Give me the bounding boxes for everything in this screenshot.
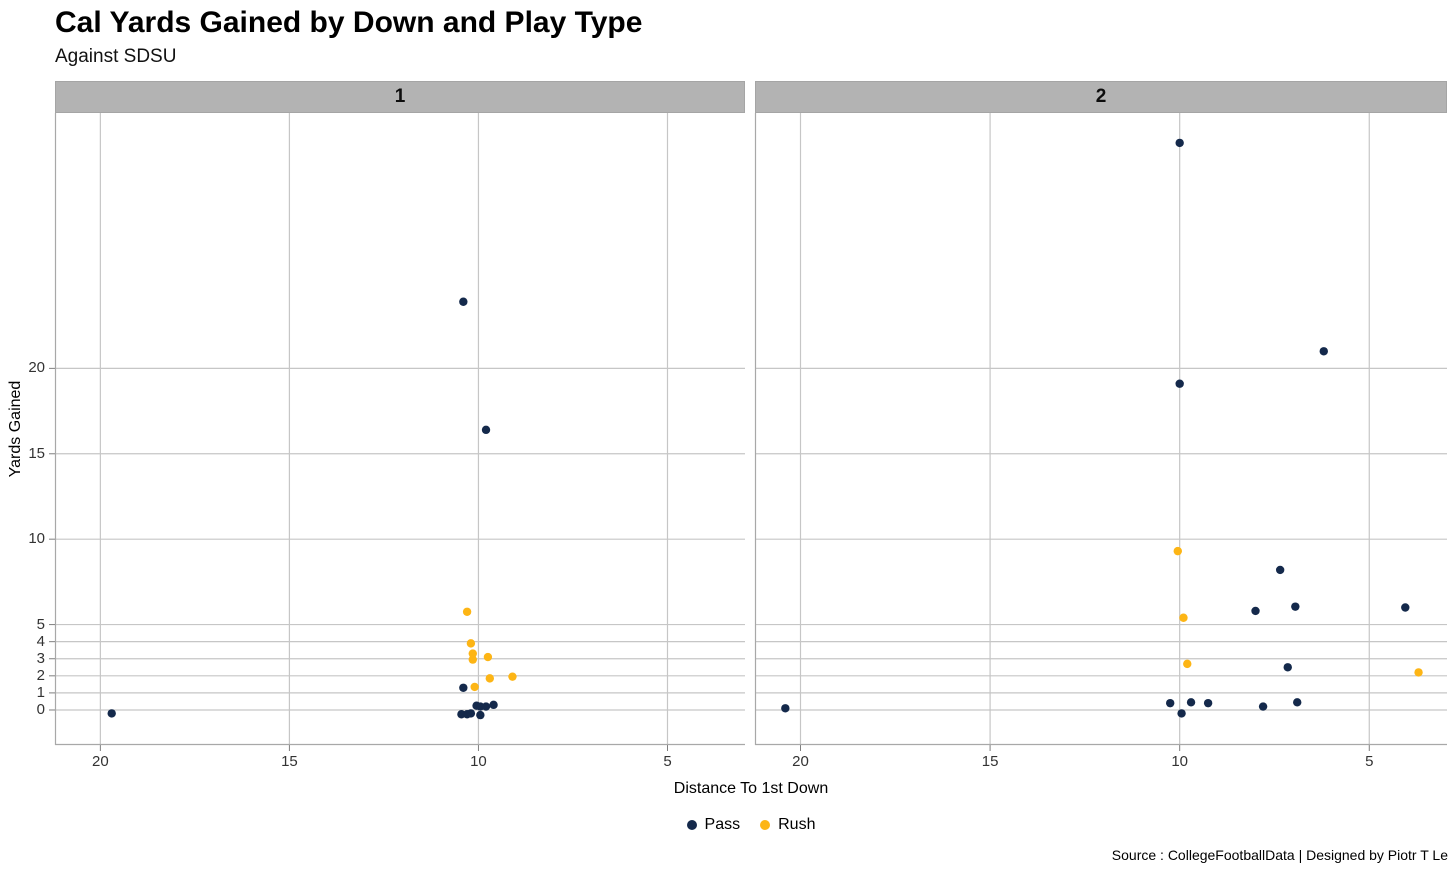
x-tick-label: 5 bbox=[663, 753, 672, 770]
chart-title: Cal Yards Gained by Down and Play Type bbox=[55, 6, 643, 39]
data-point-pass bbox=[459, 683, 468, 692]
facet-strip-1-label: 1 bbox=[394, 86, 406, 107]
rush-point-icon bbox=[760, 820, 771, 830]
data-point-pass bbox=[1291, 602, 1300, 611]
facet-strip-2: 2 bbox=[755, 81, 1447, 113]
data-point-pass bbox=[1175, 138, 1184, 148]
data-point-pass bbox=[1283, 663, 1292, 672]
data-point-pass bbox=[1177, 709, 1186, 718]
y-tick-label: 15 bbox=[28, 444, 45, 462]
data-point-rush bbox=[1183, 659, 1192, 669]
facet-strip-2-label: 2 bbox=[1095, 86, 1107, 107]
facet-strip-1: 1 bbox=[55, 81, 745, 113]
data-point-rush bbox=[1414, 668, 1423, 677]
y-tick-label: 2 bbox=[36, 666, 45, 684]
data-point-pass bbox=[481, 425, 491, 435]
y-axis-title: Yards Gained bbox=[7, 380, 24, 478]
data-point-rush bbox=[462, 607, 472, 616]
data-point-rush bbox=[508, 672, 517, 681]
data-point-rush bbox=[485, 674, 494, 683]
data-point-rush bbox=[468, 655, 477, 664]
data-point-pass bbox=[1319, 347, 1328, 356]
chart-subtitle: Against SDSU bbox=[55, 46, 177, 67]
x-tick-label: 10 bbox=[1171, 753, 1189, 770]
data-point-pass bbox=[466, 709, 476, 718]
legend-label-rush: Rush bbox=[778, 816, 816, 833]
legend-label-pass: Pass bbox=[704, 816, 741, 833]
source-caption: Source : CollegeFootballData | Designed … bbox=[1111, 847, 1448, 863]
data-point-pass bbox=[781, 704, 790, 713]
data-point-pass bbox=[481, 702, 491, 711]
data-point-pass bbox=[1203, 698, 1213, 708]
data-point-pass bbox=[1293, 698, 1302, 707]
data-point-pass bbox=[1401, 603, 1410, 612]
legend: Pass Rush bbox=[55, 814, 1447, 836]
x-axis-title: Distance To 1st Down bbox=[673, 780, 829, 797]
y-tick-label: 5 bbox=[36, 615, 45, 633]
data-point-rush bbox=[466, 639, 476, 648]
data-point-pass bbox=[1275, 565, 1285, 575]
data-point-pass bbox=[1186, 698, 1196, 707]
data-point-pass bbox=[1175, 379, 1184, 388]
x-tick-label: 10 bbox=[470, 753, 487, 770]
y-tick-label: 1 bbox=[36, 683, 45, 701]
data-point-rush bbox=[468, 649, 477, 658]
pass-point-icon bbox=[686, 820, 697, 830]
data-point-pass bbox=[459, 297, 468, 306]
data-point-rush bbox=[483, 652, 493, 662]
y-tick-label: 20 bbox=[28, 359, 45, 377]
x-tick-label: 15 bbox=[281, 753, 298, 770]
x-tick-label: 20 bbox=[792, 753, 809, 770]
data-point-pass bbox=[1258, 702, 1268, 711]
x-tick-label: 15 bbox=[981, 753, 999, 770]
data-point-rush bbox=[470, 682, 479, 692]
data-point-pass bbox=[1251, 606, 1260, 616]
data-point-pass bbox=[489, 700, 498, 710]
y-tick-label: 4 bbox=[36, 632, 45, 650]
x-tick-label: 5 bbox=[1365, 753, 1374, 770]
data-point-pass bbox=[107, 709, 116, 718]
y-tick-label: 10 bbox=[28, 530, 45, 548]
x-tick-label: 20 bbox=[92, 753, 109, 770]
data-point-rush bbox=[1173, 546, 1182, 556]
legend-item-rush: Rush bbox=[760, 816, 815, 834]
y-tick-label: 0 bbox=[36, 700, 45, 718]
legend-item-pass: Pass bbox=[686, 816, 741, 834]
data-point-pass bbox=[1166, 698, 1175, 708]
y-tick-label: 3 bbox=[36, 649, 45, 667]
data-point-rush bbox=[1179, 613, 1188, 622]
data-point-pass bbox=[476, 710, 485, 720]
